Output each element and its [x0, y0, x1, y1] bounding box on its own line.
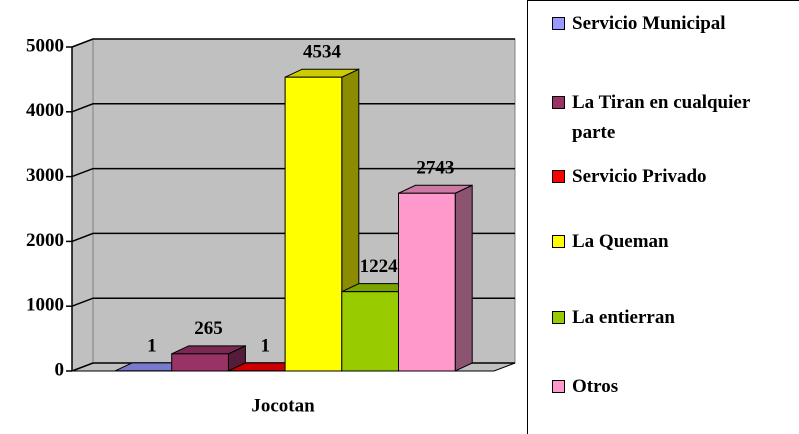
data-label: 1: [261, 335, 271, 356]
legend-entry: La Queman: [552, 227, 792, 257]
grid-line: [71, 232, 515, 243]
grid-line: [71, 38, 515, 48]
legend-entry: Servicio Municipal: [552, 9, 792, 39]
data-label: 1: [147, 335, 157, 356]
legend-label: Servicio Municipal: [572, 13, 726, 34]
legend-label: La Tiran en cualquier parte: [572, 92, 750, 143]
y-tick-label: 5000: [26, 35, 64, 56]
bar: [171, 353, 229, 372]
legend-label: Otros: [572, 376, 619, 397]
data-label: 2743: [416, 158, 454, 179]
legend-swatch: [552, 380, 565, 393]
y-tick-label: 0: [55, 359, 65, 380]
data-label: 4534: [303, 42, 342, 63]
legend-label: Servicio Privado: [572, 166, 707, 187]
legend-swatch: [552, 17, 565, 30]
legend-entry: Otros: [552, 372, 792, 402]
bar-side: [454, 184, 473, 372]
bar: [341, 291, 399, 372]
legend-entry: La entierran: [552, 303, 792, 333]
legend-swatch: [552, 170, 565, 183]
legend: Servicio Municipal La Tiran en cualquier …: [527, 0, 799, 434]
legend-label: La entierran: [572, 307, 675, 328]
bar: [398, 192, 456, 372]
legend-entry: Servicio Privado: [552, 162, 792, 192]
legend-entry: La Tiran en cualquier parte: [552, 88, 752, 148]
y-tick-label: 1000: [26, 295, 64, 316]
grid-line: [71, 167, 515, 178]
grid-line: [71, 103, 515, 113]
data-label: 1224: [360, 256, 399, 277]
bar: [284, 76, 343, 372]
legend-swatch: [552, 235, 565, 248]
x-tick-label: Jocotan: [251, 395, 315, 416]
y-tick-label: 4000: [26, 100, 64, 121]
legend-swatch: [552, 96, 565, 109]
y-tick-label: 3000: [26, 165, 64, 186]
data-label: 265: [194, 318, 223, 339]
legend-swatch: [552, 311, 565, 324]
side-wall: [71, 38, 94, 372]
y-tick-label: 2000: [26, 230, 64, 251]
legend-label: La Queman: [572, 231, 669, 252]
chart: 0 1000 2000 3000 4000 5000 1 265 1 4534 1224 2743 Jo…: [26, 35, 516, 416]
